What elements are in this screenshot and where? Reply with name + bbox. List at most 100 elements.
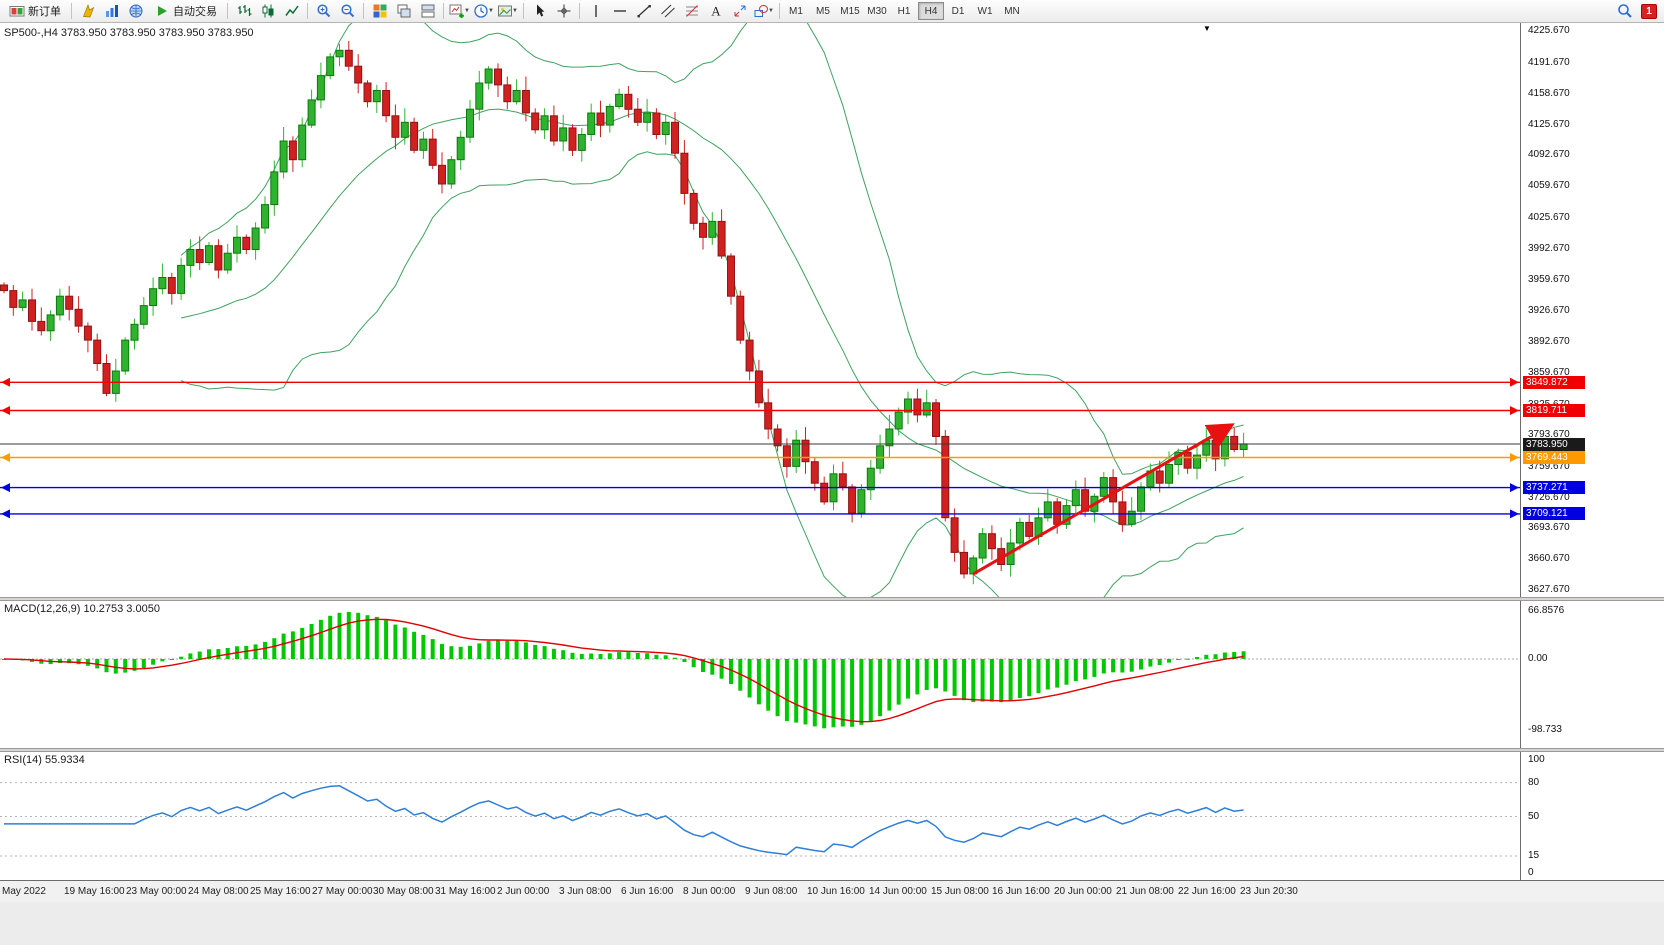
toolbar-separator	[443, 3, 444, 19]
chart-shift-marker[interactable]: ▼	[1203, 24, 1211, 33]
horizontal-line-icon[interactable]	[608, 1, 631, 21]
main-chart-canvas[interactable]	[0, 23, 1520, 597]
fibonacci-icon	[685, 5, 698, 17]
axis-tick-label: 3892.670	[1528, 336, 1570, 348]
toolbar-buttons: 新订单 自动交易 ▼ ▼ ▼ A ▼	[3, 1, 783, 21]
time-tick-label: 23 Jun 20:30	[1240, 886, 1298, 897]
caret-down-icon: ▼	[464, 8, 470, 14]
trendline-icon[interactable]	[632, 1, 655, 21]
time-tick-label: May 2022	[2, 886, 46, 897]
axis-tick-label: 66.8576	[1528, 604, 1565, 616]
timeframe-h1[interactable]: H1	[897, 5, 911, 17]
macd-canvas[interactable]	[0, 601, 1520, 748]
community-icon[interactable]	[124, 1, 147, 21]
time-tick-label: 24 May 08:00	[188, 886, 249, 897]
time-tick-label: 27 May 00:00	[312, 886, 373, 897]
horizontal-levels[interactable]	[0, 377, 1520, 519]
axis-tick-label: 3859.670	[1528, 367, 1570, 379]
caret-down-icon: ▼	[768, 8, 774, 14]
time-tick-label: 31 May 16:00	[435, 886, 496, 897]
time-tick-label: 15 Jun 08:00	[931, 886, 989, 897]
shapes-icon[interactable]: ▼	[752, 1, 775, 21]
arrows-icon[interactable]	[728, 1, 751, 21]
timeframe-mn[interactable]: MN	[1004, 5, 1020, 17]
vertical-line-icon[interactable]	[584, 1, 607, 21]
cursor-icon[interactable]	[528, 1, 551, 21]
new-chart-icon	[449, 4, 464, 18]
notification-badge[interactable]: 1	[1641, 3, 1657, 19]
cascade-windows-icon[interactable]	[392, 1, 415, 21]
price-tag: 3849.872	[1523, 375, 1585, 389]
market-watch-icon	[105, 5, 118, 17]
main-chart-pane[interactable]: SP500-,H4 3783.950 3783.950 3783.950 378…	[0, 23, 1520, 597]
axis-tick-label: 4025.670	[1528, 212, 1570, 223]
community-icon	[129, 4, 142, 18]
macd-signal-line	[3, 618, 1244, 723]
axis-tick-label: 15	[1528, 850, 1540, 861]
new-order-button[interactable]: 新订单	[3, 1, 67, 21]
trend-arrow[interactable]	[972, 423, 1235, 576]
new-chart-icon[interactable]: ▼	[448, 1, 471, 21]
time-tick-label: 30 May 08:00	[373, 886, 434, 897]
trendline-icon	[637, 5, 651, 18]
candles	[0, 41, 1248, 585]
price-tag: 3737.271	[1523, 481, 1585, 495]
line-chart-icon[interactable]	[280, 1, 303, 21]
timeframe-w1[interactable]: W1	[977, 5, 993, 17]
timeframe-m30[interactable]: M30	[867, 5, 887, 17]
cascade-windows-icon	[397, 4, 410, 18]
line-chart-icon	[284, 5, 299, 16]
pane-separator[interactable]	[0, 597, 1664, 601]
rsi-canvas[interactable]	[0, 752, 1520, 880]
macd-pane[interactable]: MACD(12,26,9) 10.2753 3.0050	[0, 601, 1520, 748]
timeframe-h4[interactable]: H4	[918, 2, 944, 20]
rsi-label: RSI(14) 55.9334	[4, 754, 85, 766]
axis-tick-label: 3926.670	[1528, 304, 1570, 316]
timeframe-m1[interactable]: M1	[789, 5, 803, 17]
pane-separator[interactable]	[0, 748, 1664, 752]
candles-chart-icon[interactable]	[256, 1, 279, 21]
zoom-out-icon[interactable]	[336, 1, 359, 21]
period-icon[interactable]: ▼	[472, 1, 495, 21]
time-axis[interactable]: May 2022 19 May 16:00 23 May 00:00 24 May 0…	[0, 880, 1664, 902]
toolbar-separator	[363, 3, 364, 19]
timeframe-m5[interactable]: M5	[816, 5, 830, 17]
crosshair-icon[interactable]	[552, 1, 575, 21]
candles-chart-icon	[262, 4, 273, 18]
autotrade-button[interactable]: 自动交易	[148, 1, 223, 21]
axis-tick-label: 3793.670	[1528, 428, 1570, 440]
time-tick-label: 3 Jun 08:00	[559, 886, 612, 897]
search-icon[interactable]	[1613, 1, 1636, 21]
price-tag: 3783.950	[1523, 437, 1585, 451]
text-icon[interactable]: A	[704, 1, 727, 21]
mailbox-icon[interactable]	[76, 1, 99, 21]
axis-tick-label: 3992.670	[1528, 242, 1570, 254]
rsi-pane[interactable]: RSI(14) 55.9334	[0, 752, 1520, 880]
axis-tick-label: 80	[1528, 776, 1540, 788]
tile-windows-icon	[373, 4, 386, 18]
fibonacci-icon[interactable]	[680, 1, 703, 21]
timeframe-d1[interactable]: D1	[951, 5, 965, 17]
cursor-icon	[536, 4, 544, 17]
toolbar-right: 1	[1613, 1, 1661, 21]
axis-tick-label: 4092.670	[1528, 149, 1570, 161]
bars-chart-icon[interactable]	[232, 1, 255, 21]
macd-label: MACD(12,26,9) 10.2753 3.0050	[4, 603, 160, 615]
zoom-in-icon[interactable]	[312, 1, 335, 21]
rsi-line	[4, 785, 1244, 856]
caret-down-icon: ▼	[488, 8, 494, 14]
arrange-windows-icon[interactable]	[416, 1, 439, 21]
time-tick-label: 23 May 00:00	[126, 886, 187, 897]
timeframe-m15[interactable]: M15	[840, 5, 860, 17]
new-order-button-label: 新订单	[28, 6, 61, 18]
axis-tick-label: 4059.670	[1528, 180, 1570, 192]
bars-chart-icon	[237, 5, 251, 16]
tile-windows-icon[interactable]	[368, 1, 391, 21]
template-icon[interactable]: ▼	[496, 1, 519, 21]
market-watch-icon[interactable]	[100, 1, 123, 21]
price-axis[interactable]: 4225.670 4191.670 4158.670 4125.670 4092.670…	[1520, 23, 1664, 880]
channel-icon[interactable]	[656, 1, 679, 21]
toolbar-separator	[227, 3, 228, 19]
axis-tick-label: 3726.670	[1528, 491, 1570, 503]
price-tag: 3769.443	[1523, 451, 1585, 464]
